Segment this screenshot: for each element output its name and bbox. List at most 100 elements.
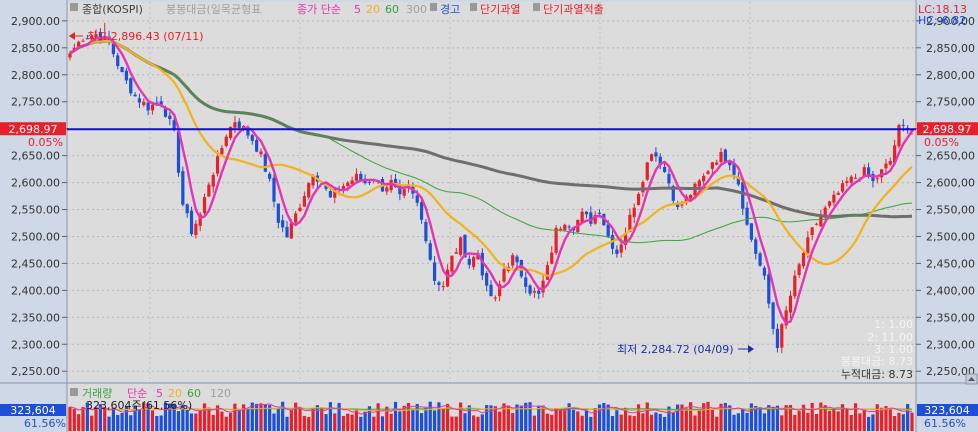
- candle-body: [866, 167, 871, 177]
- volume-bar: [419, 413, 424, 431]
- volume-bar: [554, 408, 558, 431]
- candle-body: [432, 262, 437, 281]
- volume-bar: [550, 414, 554, 431]
- legend-candle-label[interactable]: 봉봉대금(일목균형표: [166, 2, 261, 16]
- y-tick-label-left: 2,750.00: [11, 96, 60, 109]
- volume-ma5[interactable]: 5: [156, 387, 163, 400]
- volume-ma60[interactable]: 60: [187, 387, 201, 400]
- volume-bar: [793, 414, 797, 431]
- legend-ma300[interactable]: 300: [406, 3, 427, 16]
- volume-bar: [788, 405, 793, 431]
- volume-bar: [159, 415, 163, 431]
- y-tick-label-right: 2,250,00: [926, 365, 975, 378]
- volume-bar: [906, 403, 910, 431]
- candle-body: [849, 176, 853, 183]
- candle-body: [715, 162, 719, 165]
- candle-body: [402, 189, 406, 196]
- volume-bar: [441, 408, 445, 431]
- right-price-box: 2,698.97 0.05%: [917, 122, 978, 149]
- volume-bar: [472, 415, 476, 431]
- volume-bar: [246, 408, 250, 431]
- volume-bar: [163, 402, 168, 431]
- volume-bar: [558, 408, 563, 431]
- right-price-change: 0.05%: [924, 136, 959, 149]
- legend-toggle-icon[interactable]: [70, 3, 78, 11]
- volume-bar: [111, 407, 116, 431]
- volume-bar: [81, 407, 85, 431]
- legend-ma5[interactable]: 5: [354, 3, 361, 16]
- candle-body: [198, 214, 202, 226]
- candle-body: [489, 284, 493, 297]
- candle-body: [472, 257, 476, 267]
- volume-bar: [580, 415, 584, 431]
- info-line: 누적대금: 8.73: [841, 368, 913, 381]
- volume-ma5-line: [69, 403, 913, 415]
- volume-bar: [185, 409, 189, 431]
- volume-bar: [754, 405, 758, 431]
- candle-body: [263, 154, 267, 172]
- candle-body: [419, 202, 424, 220]
- volume-bar: [784, 405, 788, 431]
- candle-body: [346, 182, 350, 187]
- candle-body: [806, 237, 810, 254]
- candle-body: [606, 224, 610, 237]
- volume-bar: [823, 405, 827, 431]
- volume-bar: [541, 405, 545, 431]
- legend-ma-prefix[interactable]: 종가 단순: [297, 3, 341, 16]
- volume-ma20-line: [69, 406, 913, 412]
- legend-short-overheat-detect[interactable]: 단기과열적출: [543, 3, 604, 16]
- candle-body: [762, 267, 767, 276]
- volume-bar: [715, 416, 719, 431]
- legend-short-overheat[interactable]: 단기과열: [480, 3, 520, 16]
- volume-bar: [693, 415, 697, 431]
- volume-ma20[interactable]: 20: [168, 387, 182, 400]
- volume-bar: [207, 407, 211, 431]
- volume-bar: [745, 412, 749, 431]
- scroll-control[interactable]: [965, 373, 978, 385]
- volume-bars: [68, 401, 914, 431]
- volume-bar: [415, 403, 419, 431]
- candle-body: [541, 280, 545, 293]
- volume-bar: [723, 402, 727, 431]
- volume-ma120[interactable]: 120: [210, 387, 231, 400]
- candle-body: [676, 202, 680, 208]
- volume-legend-label[interactable]: 거래량: [82, 387, 112, 400]
- scroll-arrow-icon: [968, 377, 975, 381]
- volume-bar: [532, 415, 537, 431]
- volume-bar: [567, 403, 571, 431]
- volume-bar: [276, 409, 280, 431]
- legend-ma20[interactable]: 20: [366, 3, 380, 16]
- candle-body: [537, 290, 541, 294]
- left-price-box-bg: [0, 122, 66, 136]
- volume-bar: [350, 414, 354, 431]
- right-price-value: 2,698.97: [923, 123, 972, 136]
- legend-alert[interactable]: 경고: [440, 3, 460, 16]
- candle-body: [589, 212, 593, 224]
- volume-bar: [767, 405, 771, 431]
- candle-body: [467, 258, 471, 265]
- candle-body: [563, 224, 567, 231]
- high-annotation: 최고 2,896.43 (07/11): [69, 30, 204, 43]
- legend-ma60[interactable]: 60: [385, 3, 399, 16]
- candle-body: [554, 227, 558, 253]
- candle-body: [276, 203, 280, 223]
- y-tick-label-right: 2,900,00: [926, 15, 975, 28]
- volume-bar: [728, 405, 732, 431]
- volume-bar: [333, 413, 337, 431]
- y-tick-label-right: 2,550,00: [926, 204, 975, 217]
- volume-bar: [676, 404, 680, 431]
- volume-bar: [593, 408, 597, 431]
- y-axis-left: 2,900.002,850.002,800.002,750.002,700.00…: [11, 15, 67, 378]
- volume-bar: [493, 406, 497, 431]
- candle-body: [428, 243, 432, 260]
- candle-body: [94, 34, 98, 38]
- volume-bar: [689, 402, 693, 431]
- volume-legend-icon[interactable]: [70, 388, 78, 396]
- volume-ma-prefix[interactable]: 단순: [127, 387, 147, 400]
- candle-body: [480, 252, 484, 276]
- candle-body: [632, 207, 636, 217]
- legend-main-label[interactable]: 종합(KOSPI): [82, 3, 143, 16]
- volume-bar: [103, 407, 107, 431]
- volume-bar: [224, 416, 228, 431]
